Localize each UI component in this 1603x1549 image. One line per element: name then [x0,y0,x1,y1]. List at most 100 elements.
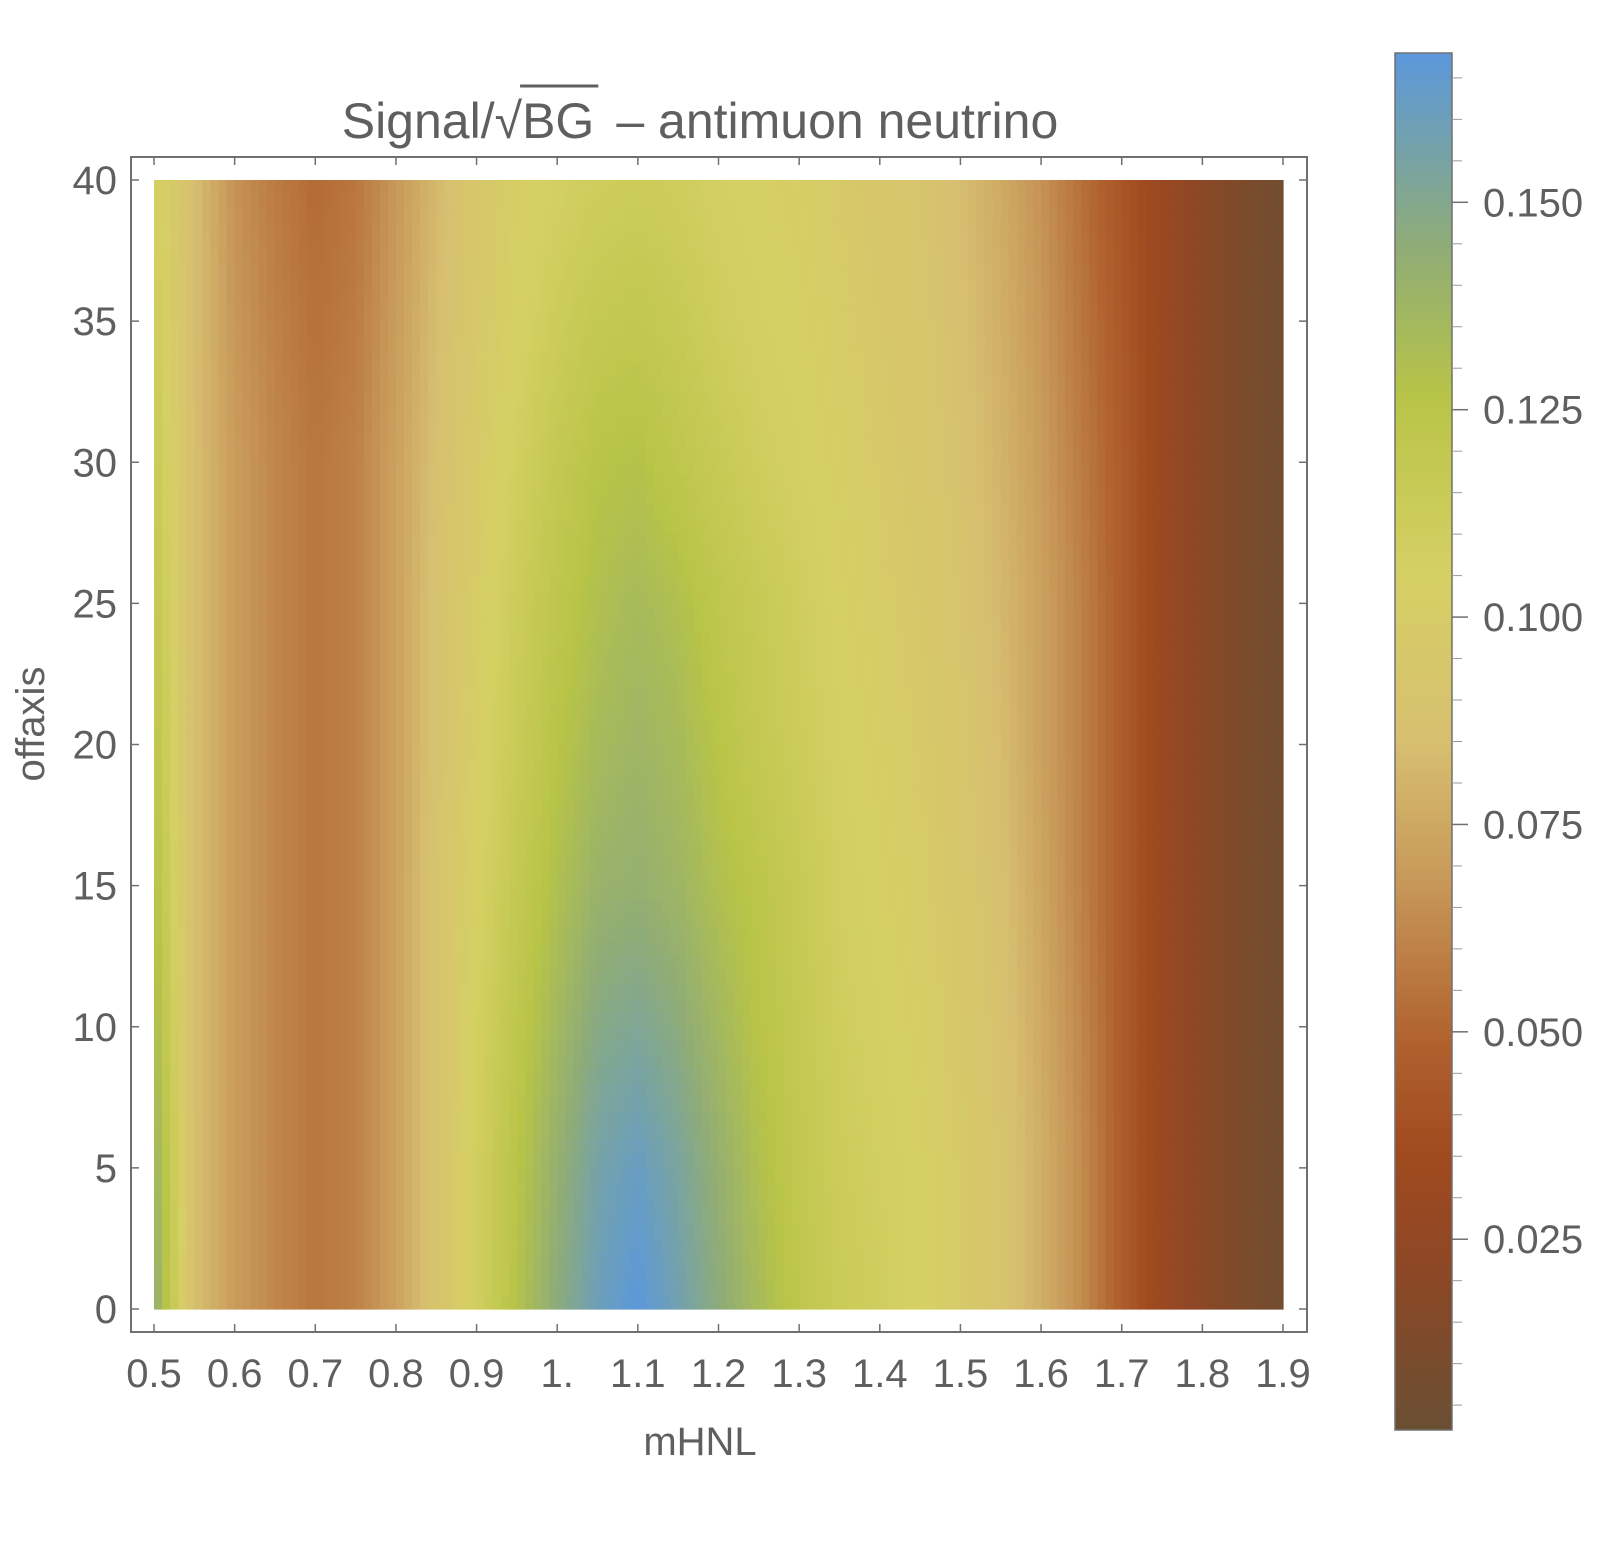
heatmap-cell [469,434,478,449]
heatmap-cell [477,519,486,534]
heatmap-cell [1218,378,1227,393]
heatmap-cell [960,575,969,590]
heatmap-cell [452,335,461,350]
heatmap-cell [735,180,744,195]
heatmap-cell [1049,307,1058,322]
heatmap-cell [831,632,840,647]
heatmap-cell [839,406,848,421]
heatmap-cell [412,293,421,308]
heatmap-cell [864,660,873,675]
heatmap-cell [952,307,961,322]
heatmap-cell [735,490,744,505]
heatmap-cell [864,208,873,223]
heatmap-cell [436,180,445,195]
heatmap-cell [638,505,647,520]
heatmap-cell [581,660,590,675]
heatmap-cell [1041,180,1050,195]
heatmap-cell [1170,547,1179,562]
heatmap-cell [348,617,357,632]
heatmap-cell [299,279,308,294]
heatmap-cell [565,222,574,237]
heatmap-cell [573,674,582,689]
heatmap-cell [331,575,340,590]
heatmap-cell [1227,208,1236,223]
heatmap-cell [856,519,865,534]
heatmap-cell [1041,420,1050,435]
heatmap-cell [807,462,816,477]
heatmap-cell [428,363,437,378]
heatmap-cell [735,378,744,393]
heatmap-cell [444,420,453,435]
heatmap-cell [307,208,316,223]
heatmap-cell [920,293,929,308]
heatmap-cell [485,392,494,407]
heatmap-cell [186,349,195,364]
heatmap-cell [1235,660,1244,675]
heatmap-cell [227,180,236,195]
heatmap-cell [654,392,663,407]
heatmap-cell [1065,378,1074,393]
heatmap-cell [1251,279,1260,294]
heatmap-cell [1235,575,1244,590]
heatmap-cell [807,307,816,322]
heatmap-cell [638,194,647,209]
heatmap-cell [807,547,816,562]
heatmap-cell [525,561,534,576]
heatmap-cell [428,279,437,294]
heatmap-cell [936,222,945,237]
heatmap-cell [920,406,929,421]
heatmap-cell [960,307,969,322]
heatmap-cell [283,547,292,562]
heatmap-cell [364,519,373,534]
heatmap-cell [678,307,687,322]
heatmap-cell [920,251,929,266]
heatmap-cell [1194,490,1203,505]
heatmap-cell [485,363,494,378]
heatmap-cell [1243,363,1252,378]
heatmap-cell [1049,378,1058,393]
heatmap-cell [622,378,631,393]
heatmap-cell [839,660,848,675]
heatmap-cell [194,378,203,393]
heatmap-cell [1146,180,1155,195]
heatmap-cell [202,533,211,548]
heatmap-cell [662,392,671,407]
heatmap-cell [1033,476,1042,491]
heatmap-cell [1178,561,1187,576]
heatmap-cell [767,589,776,604]
heatmap-cell [412,448,421,463]
heatmap-cell [178,363,187,378]
heatmap-cell [501,448,510,463]
heatmap-cell [275,646,284,661]
heatmap-cell [219,434,228,449]
heatmap-cell [452,617,461,632]
heatmap-cell [904,378,913,393]
heatmap-cell [404,293,413,308]
heatmap-cell [1081,236,1090,251]
heatmap-cell [1227,406,1236,421]
heatmap-cell [436,603,445,618]
heatmap-cell [162,208,171,223]
heatmap-cell [364,321,373,336]
heatmap-cell [1154,222,1163,237]
heatmap-cell [589,265,598,280]
heatmap-cell [606,589,615,604]
heatmap-cell [178,617,187,632]
heatmap-cell [509,180,518,195]
heatmap-cell [1259,575,1268,590]
heatmap-cell [243,533,252,548]
heatmap-cell [896,307,905,322]
heatmap-cell [686,505,695,520]
heatmap-cell [1162,434,1171,449]
heatmap-cell [799,561,808,576]
heatmap-cell [202,462,211,477]
heatmap-cell [1275,646,1284,661]
heatmap-cell [460,279,469,294]
heatmap-cell [856,251,865,266]
heatmap-cell [210,632,219,647]
heatmap-cell [848,363,857,378]
heatmap-cell [1041,363,1050,378]
heatmap-cell [952,194,961,209]
heatmap-cell [162,617,171,632]
heatmap-cell [928,448,937,463]
